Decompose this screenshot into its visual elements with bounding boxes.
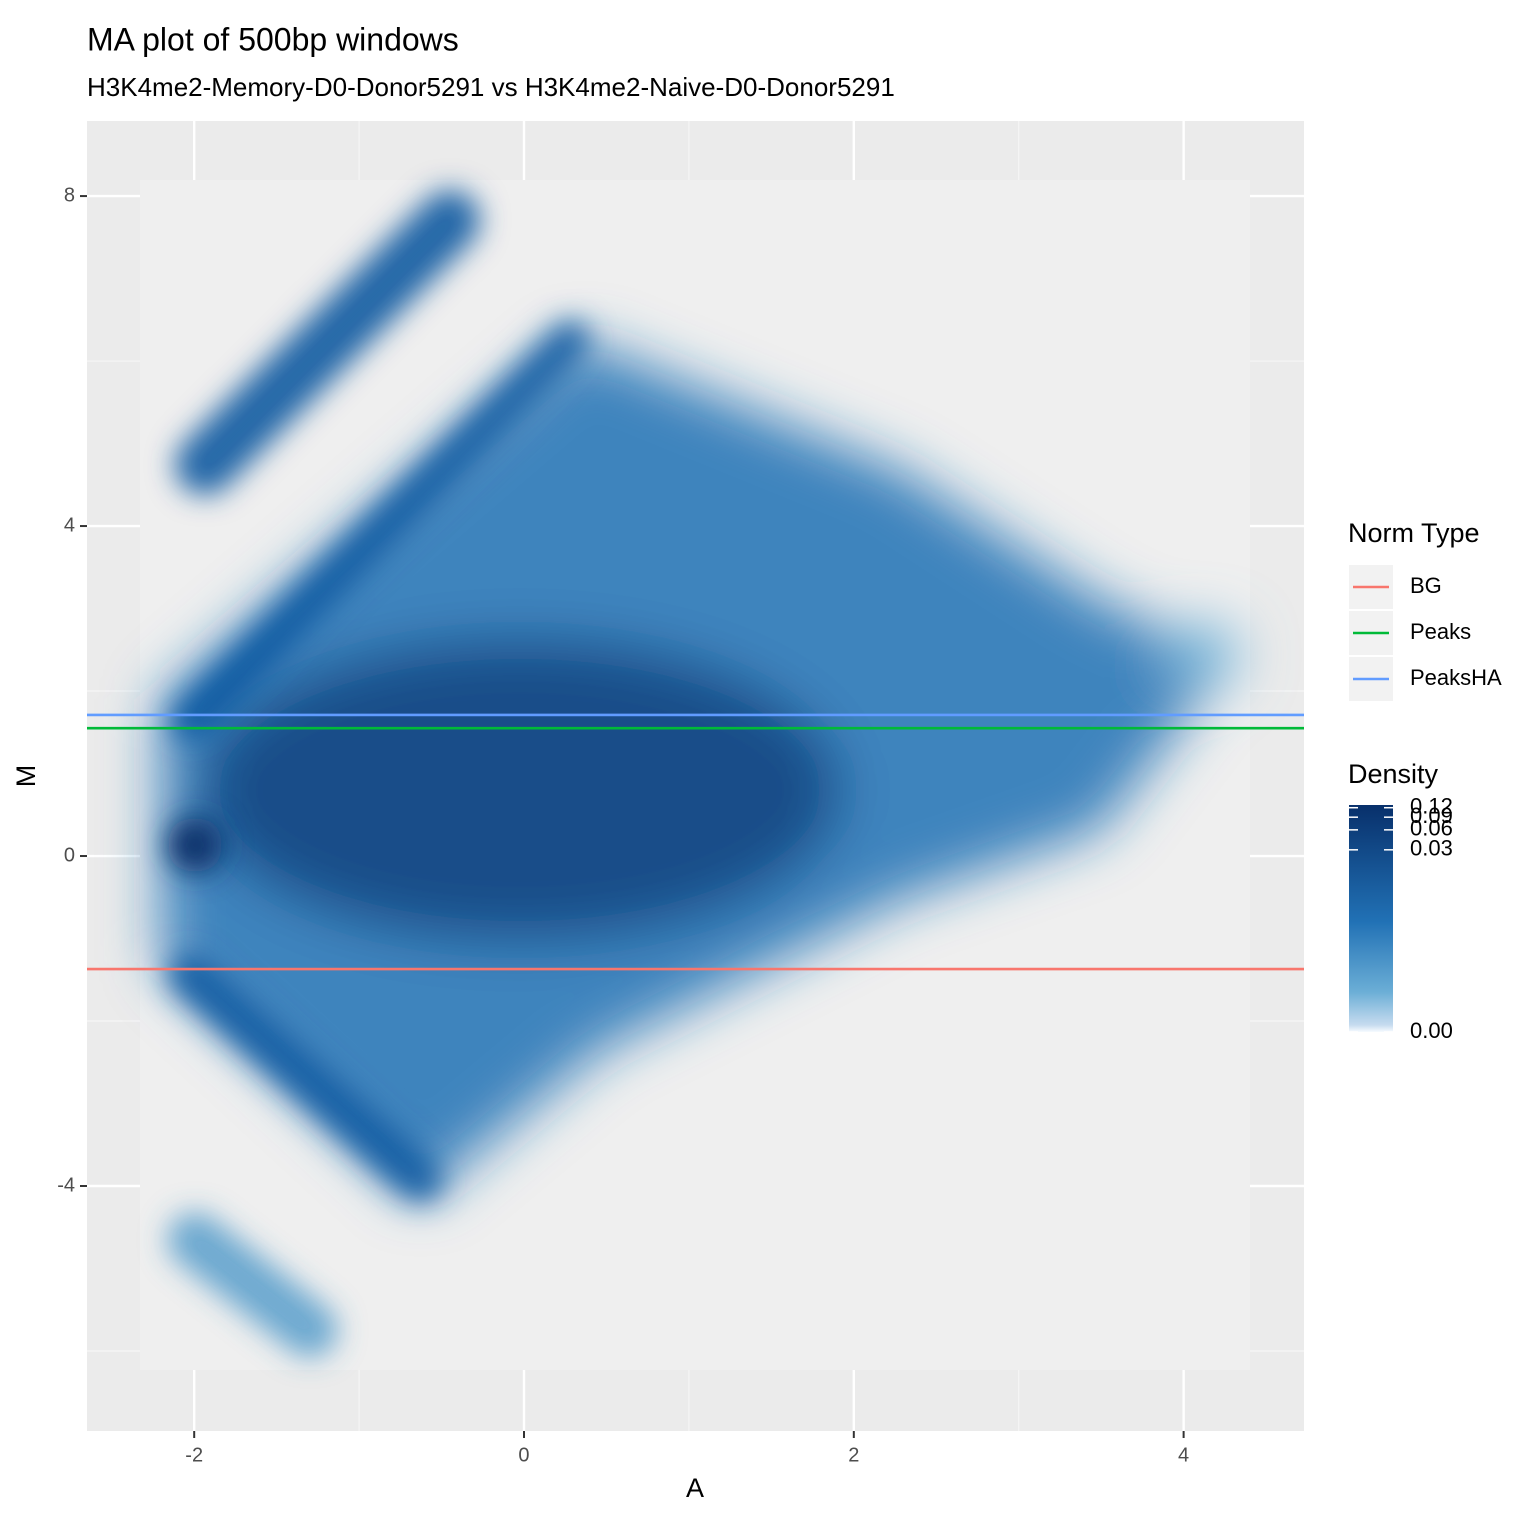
legend-label: BG [1410,573,1442,598]
legend-label: Peaks [1410,619,1471,644]
density-ridge [167,1212,338,1358]
density-ridges [167,190,590,1358]
y-tick-label: 4 [64,514,75,536]
colorbar: 0.00 0.030.060.090.12 [1349,794,1453,1043]
legend-title: Norm Type [1348,518,1480,548]
y-axis-label: M [11,765,41,788]
colorbar-tick-label: 0.06 [1410,816,1453,841]
density-ridge [167,952,443,1203]
axes: -2 0 2 4 -4 0 4 8 [57,184,1189,1466]
x-axis-label: A [686,1473,704,1503]
y-tick-label: 0 [64,844,75,866]
density-field [140,180,1250,1370]
colorbar-tick-label: 0.03 [1410,836,1453,861]
y-tick-label: -4 [57,1174,75,1196]
chart-title: MA plot of 500bp windows [87,21,459,57]
x-tick-label: -2 [185,1444,203,1466]
density-core [200,640,840,940]
x-tick-label: 0 [518,1444,529,1466]
legend: BG Peaks PeaksHA [1349,565,1502,701]
density-spot [167,817,223,873]
reference-lines [87,713,1304,971]
colorbar-tick-label: 0.09 [1410,803,1453,828]
x-tick-label: 4 [1178,1444,1189,1466]
colorbar-tick-label: 0.00 [1410,1018,1453,1043]
density-ridge [175,190,480,495]
colorbar-title: Density [1348,759,1439,789]
legend-label: PeaksHA [1410,665,1502,690]
density-ridge [170,320,590,740]
chart-subtitle: H3K4me2-Memory-D0-Donor5291 vs H3K4me2-N… [87,72,895,102]
density-blob [1160,625,1240,685]
colorbar-bar [1349,805,1393,1032]
y-tick-label: 8 [64,184,75,206]
colorbar-tick-label: 0.12 [1410,794,1453,819]
x-tick-label: 2 [848,1444,859,1466]
